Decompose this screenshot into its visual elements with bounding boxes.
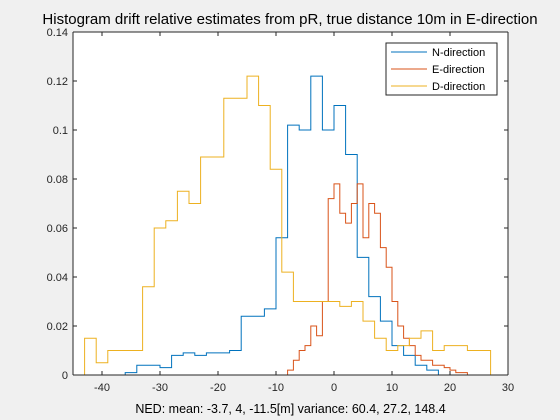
- legend: N-direction E-direction D-direction: [385, 42, 498, 96]
- y-tick-label: 0.08: [47, 174, 68, 186]
- x-tick-label: -20: [210, 382, 226, 394]
- series-n-direction: [116, 75, 450, 376]
- x-axis-label: NED: mean: -3.7, 4, -11.5[m] variance: 6…: [135, 402, 445, 416]
- y-tick-label: 0: [62, 370, 68, 382]
- legend-label: D-direction: [432, 81, 485, 93]
- y-tick-label: 0.12: [47, 76, 68, 88]
- series-e-direction: [287, 183, 468, 375]
- y-tick-label: 0.06: [47, 223, 68, 235]
- x-tick-label: 30: [502, 382, 514, 394]
- y-tick-label: 0.02: [47, 321, 68, 333]
- x-tick-label: 20: [444, 382, 456, 394]
- y-tick-label: 0.14: [47, 27, 68, 39]
- x-tick-label: 10: [386, 382, 398, 394]
- x-tick-label: -30: [152, 382, 168, 394]
- series-d-direction: [84, 75, 492, 375]
- x-tick-label: 0: [331, 382, 337, 394]
- y-tick-label: 0.1: [53, 125, 68, 137]
- ticks-layer: -40 -30 -20 -10 0 10 20 30 0 0.02 0.04 0.06 0.08 0.1 0…: [47, 27, 515, 394]
- legend-label: E-direction: [432, 64, 485, 76]
- axes-layer: [72, 31, 509, 376]
- y-tick-label: 0.04: [47, 272, 68, 284]
- x-tick-label: -10: [268, 382, 284, 394]
- chart-title: Histogram drift relative estimates from …: [42, 11, 537, 28]
- series-layer: [84, 75, 492, 376]
- legend-label: N-direction: [432, 47, 485, 59]
- x-tick-label: -40: [94, 382, 110, 394]
